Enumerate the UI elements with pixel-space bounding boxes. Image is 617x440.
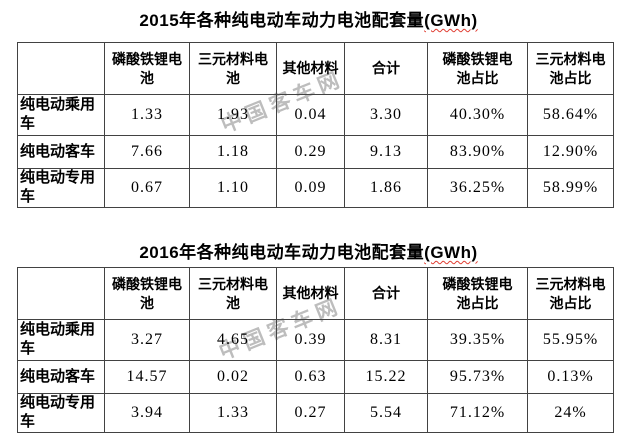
header-row: 磷酸铁锂电 池 三元材料电 池 其他材料 合计 磷酸铁锂电 池占比 三元材料电 … — [17, 42, 614, 95]
table-cell: 1.33 — [104, 94, 190, 136]
table-row: 纯电动乘用车 3.27 4.65 0.39 8.31 39.35% 55.95% — [17, 319, 614, 361]
table-cell: 0.02 — [189, 360, 277, 394]
title-text: 2016年各种纯电动车动力电池配套量 — [139, 243, 425, 262]
table-row: 纯电动专用车 0.67 1.10 0.09 1.86 36.25% 58.99% — [17, 168, 614, 208]
table-cell: 0.67 — [104, 168, 190, 208]
table-cell: 71.12% — [427, 393, 528, 433]
title-unit: (GWh) — [424, 243, 478, 262]
row-header: 纯电动乘用车 — [17, 319, 105, 361]
table-cell: 0.39 — [276, 319, 345, 361]
title-text: 2015年各种纯电动车动力电池配套量 — [139, 11, 425, 30]
table-cell: 15.22 — [344, 360, 428, 394]
table-cell: 0.04 — [276, 94, 345, 136]
column-header-lfp-share: 磷酸铁锂电 池占比 — [427, 267, 528, 320]
table-cell: 9.13 — [344, 135, 428, 169]
row-header: 纯电动专用车 — [17, 168, 105, 208]
row-header: 纯电动客车 — [17, 360, 105, 394]
table-cell: 36.25% — [427, 168, 528, 208]
table-cell: 58.64% — [527, 94, 614, 136]
table-cell: 0.29 — [276, 135, 345, 169]
table-cell: 1.10 — [189, 168, 277, 208]
table-cell: 0.63 — [276, 360, 345, 394]
table-cell: 12.90% — [527, 135, 614, 169]
table-cell: 40.30% — [427, 94, 528, 136]
table-cell: 3.94 — [104, 393, 190, 433]
column-header-empty — [17, 42, 105, 95]
table-cell: 39.35% — [427, 319, 528, 361]
table-cell: 1.93 — [189, 94, 277, 136]
table-cell: 1.33 — [189, 393, 277, 433]
table-cell: 0.09 — [276, 168, 345, 208]
table-cell: 8.31 — [344, 319, 428, 361]
battery-table-2016: 磷酸铁锂电 池 三元材料电 池 其他材料 合计 磷酸铁锂电 池占比 三元材料电 … — [17, 267, 614, 433]
table-cell: 0.13% — [527, 360, 614, 394]
column-header-lfp-share: 磷酸铁锂电 池占比 — [427, 42, 528, 95]
table-row: 纯电动专用车 3.94 1.33 0.27 5.54 71.12% 24% — [17, 393, 614, 433]
column-header-other: 其他材料 — [276, 42, 345, 95]
column-header-other: 其他材料 — [276, 267, 345, 320]
column-header-ternary-share: 三元材料电 池占比 — [527, 42, 614, 95]
table-cell: 55.95% — [527, 319, 614, 361]
table-cell: 1.86 — [344, 168, 428, 208]
column-header-ternary: 三元材料电 池 — [189, 267, 277, 320]
table-cell: 24% — [527, 393, 614, 433]
column-header-empty — [17, 267, 105, 320]
battery-table-2015: 磷酸铁锂电 池 三元材料电 池 其他材料 合计 磷酸铁锂电 池占比 三元材料电 … — [17, 42, 614, 208]
table-cell: 58.99% — [527, 168, 614, 208]
table-cell: 83.90% — [427, 135, 528, 169]
row-header: 纯电动乘用车 — [17, 94, 105, 136]
column-header-lfp: 磷酸铁锂电 池 — [104, 42, 190, 95]
table-cell: 7.66 — [104, 135, 190, 169]
table-cell: 95.73% — [427, 360, 528, 394]
header-row: 磷酸铁锂电 池 三元材料电 池 其他材料 合计 磷酸铁锂电 池占比 三元材料电 … — [17, 267, 614, 320]
table-cell: 14.57 — [104, 360, 190, 394]
table-row: 纯电动客车 7.66 1.18 0.29 9.13 83.90% 12.90% — [17, 135, 614, 169]
table-cell: 4.65 — [189, 319, 277, 361]
table-row: 纯电动客车 14.57 0.02 0.63 15.22 95.73% 0.13% — [17, 360, 614, 394]
table-cell: 3.30 — [344, 94, 428, 136]
table-cell: 5.54 — [344, 393, 428, 433]
column-header-lfp: 磷酸铁锂电 池 — [104, 267, 190, 320]
column-header-ternary: 三元材料电 池 — [189, 42, 277, 95]
row-header: 纯电动客车 — [17, 135, 105, 169]
table-cell: 1.18 — [189, 135, 277, 169]
column-header-total: 合计 — [344, 267, 428, 320]
row-header: 纯电动专用车 — [17, 393, 105, 433]
title-unit: (GWh) — [424, 11, 478, 30]
table-title-2016: 2016年各种纯电动车动力电池配套量(GWh) — [0, 238, 617, 263]
table-cell: 0.27 — [276, 393, 345, 433]
column-header-total: 合计 — [344, 42, 428, 95]
table-cell: 3.27 — [104, 319, 190, 361]
column-header-ternary-share: 三元材料电 池占比 — [527, 267, 614, 320]
table-title-2015: 2015年各种纯电动车动力电池配套量(GWh) — [0, 6, 617, 31]
table-row: 纯电动乘用车 1.33 1.93 0.04 3.30 40.30% 58.64% — [17, 94, 614, 136]
